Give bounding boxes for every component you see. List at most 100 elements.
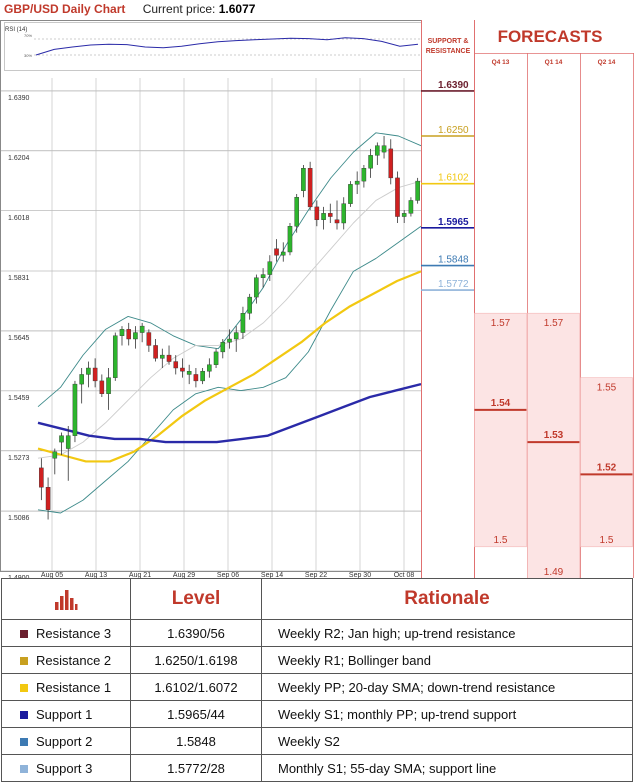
level-name-cell: Resistance 1	[1, 673, 131, 701]
candle-body	[112, 335, 118, 378]
forecast-low-value: 1.49	[544, 567, 564, 578]
level-name: Resistance 3	[36, 626, 112, 642]
levels-table: Level Rationale Resistance 3 1.6390/56 Wee…	[1, 578, 633, 782]
candle-body	[375, 145, 380, 156]
candle-body	[388, 148, 394, 179]
y-tick-label: 1.5831	[8, 275, 30, 282]
sr-label-line1: SUPPORT &	[428, 38, 469, 45]
sr-label-line2: RESISTANCE	[426, 48, 471, 55]
level-swatch	[20, 737, 28, 746]
candle-body	[133, 332, 138, 340]
candle-body	[254, 277, 259, 298]
y-tick-label: 1.6204	[8, 155, 30, 162]
y-tick-label: 1.4900	[8, 575, 30, 578]
current-price-value: 1.6077	[218, 2, 256, 16]
level-value: 1.5848	[130, 727, 262, 755]
sma20-line	[37, 180, 422, 459]
forecast-quarter-label: Q4 13	[492, 59, 510, 66]
sr-level-label: 1.6390	[438, 80, 469, 91]
forecast-median-value: 1.52	[597, 462, 617, 473]
level-name: Resistance 2	[36, 653, 112, 669]
sr-level-label: 1.6102	[438, 173, 469, 184]
x-tick-label: Sep 14	[261, 572, 283, 578]
candle-body	[126, 329, 131, 340]
candle-body	[260, 274, 266, 278]
level-name: Support 1	[36, 707, 93, 723]
y-tick-label: 1.6390	[8, 95, 30, 102]
candle-body	[415, 180, 420, 201]
chart-frame	[0, 20, 422, 572]
candle-body	[395, 177, 400, 217]
candle-body	[65, 435, 71, 449]
forecast-range-box	[527, 312, 580, 578]
current-price-label: Current price:	[142, 2, 216, 16]
forecast-low-value: 1.5	[600, 535, 614, 546]
candle-body	[153, 345, 158, 359]
rationale-column-header: Rationale	[261, 578, 633, 620]
candle-body	[139, 325, 145, 333]
x-tick-label: Sep 30	[349, 572, 371, 578]
bar-chart-icon	[1, 578, 131, 620]
rsi-30-label: 30%	[24, 53, 32, 58]
x-tick-label: Aug 21	[129, 572, 151, 578]
level-value: 1.5772/28	[130, 754, 262, 782]
level-name-cell: Resistance 2	[1, 646, 131, 674]
candle-body	[220, 342, 226, 353]
level-swatch	[20, 764, 28, 773]
level-value: 1.6390/56	[130, 619, 262, 647]
level-name: Support 3	[36, 761, 93, 777]
forecast-high-value: 1.55	[597, 383, 617, 394]
candle-body	[314, 206, 320, 220]
level-name-cell: Resistance 3	[1, 619, 131, 647]
levels-table-wrapper: Level Rationale Resistance 3 1.6390/56 Wee…	[0, 578, 634, 782]
forecast-low-value: 1.5	[494, 535, 508, 546]
rsi-label: RSI (14)	[5, 27, 27, 33]
candle-body	[180, 367, 185, 372]
candle-body	[200, 371, 205, 382]
level-row: Resistance 3 1.6390/56 Weekly R2; Jan high…	[1, 619, 633, 647]
candle-body	[368, 155, 373, 169]
price-chart: RSI (14)70% 30% 1.6390 1.6204 1.6018 1.5831 1.…	[0, 20, 634, 578]
level-name: Resistance 1	[36, 680, 112, 696]
candle-body	[59, 435, 64, 443]
candle-body	[166, 354, 172, 362]
y-tick-label: 1.5645	[8, 335, 30, 342]
y-tick-label: 1.5459	[8, 395, 30, 402]
candle-body	[160, 354, 165, 359]
level-column-header: Level	[130, 578, 262, 620]
level-row: Resistance 1 1.6102/1.6072 Weekly PP; 20-d…	[1, 673, 633, 701]
candle-body	[354, 180, 360, 185]
forecasts-title: FORECASTS	[498, 27, 603, 46]
forecast-range-box	[474, 312, 527, 548]
x-tick-label: Sep 22	[305, 572, 327, 578]
forecast-median-value: 1.53	[544, 430, 564, 441]
level-row: Support 3 1.5772/28 Monthly S1; 55-day SMA…	[1, 754, 633, 782]
forecast-quarter-label: Q1 14	[545, 59, 563, 66]
candle-body	[213, 351, 219, 365]
candle-body	[280, 251, 286, 256]
sma55-line	[37, 270, 422, 463]
levels-table-header: Level Rationale	[1, 578, 633, 620]
rsi-70-label: 70%	[24, 33, 32, 38]
candle-body	[381, 145, 387, 153]
level-swatch	[20, 656, 28, 665]
sr-level-label: 1.5965	[438, 217, 469, 228]
candle-body	[72, 383, 78, 436]
forecast-range-box	[580, 377, 633, 548]
x-tick-label: Sep 06	[217, 572, 239, 578]
candle-body	[186, 371, 192, 375]
x-tick-label: Aug 05	[41, 572, 63, 578]
level-value: 1.6250/1.6198	[130, 646, 262, 674]
sma200-line	[37, 382, 422, 444]
candle-body	[301, 168, 306, 191]
candle-body	[86, 367, 91, 375]
candle-body	[267, 261, 273, 275]
forecast-quarter-label: Q2 14	[598, 59, 616, 66]
candle-body	[119, 329, 125, 336]
candle-body	[173, 361, 179, 369]
chart-title: GBP/USD Daily Chart	[4, 2, 126, 16]
candle-body	[193, 374, 199, 382]
rsi-line	[35, 37, 419, 56]
level-name-cell: Support 1	[1, 700, 131, 728]
x-tick-label: Aug 29	[173, 572, 195, 578]
